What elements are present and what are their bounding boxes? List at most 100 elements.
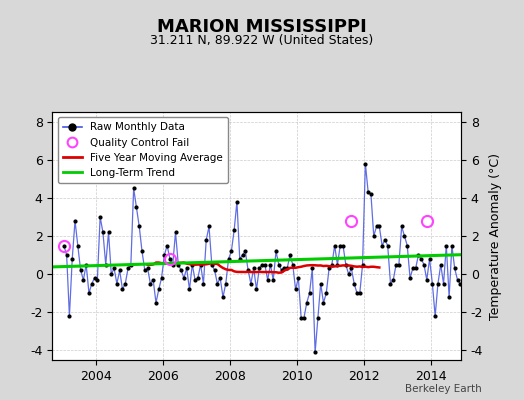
Point	[258, 262, 266, 268]
Point	[68, 256, 77, 262]
Point	[386, 280, 395, 287]
Point	[196, 262, 205, 268]
Point	[305, 290, 314, 296]
Point	[230, 227, 238, 234]
Point	[308, 265, 316, 272]
Point	[275, 262, 283, 268]
Point	[373, 223, 381, 230]
Point	[163, 242, 171, 249]
Point	[107, 271, 115, 277]
Point	[331, 242, 339, 249]
Point	[333, 262, 342, 268]
Point	[339, 242, 347, 249]
Point	[233, 198, 241, 205]
Point	[191, 277, 199, 283]
Point	[65, 313, 73, 319]
Point	[244, 267, 253, 274]
Point	[422, 277, 431, 283]
Point	[367, 191, 375, 197]
Point	[411, 265, 420, 272]
Point	[208, 262, 216, 268]
Point	[205, 223, 213, 230]
Point	[99, 229, 107, 235]
Point	[138, 248, 146, 254]
Point	[79, 277, 88, 283]
Point	[447, 242, 456, 249]
Point	[169, 262, 177, 268]
Point	[400, 233, 409, 239]
Point	[300, 315, 308, 321]
Point	[445, 294, 453, 300]
Point	[456, 280, 464, 287]
Point	[266, 262, 275, 268]
Point	[392, 262, 400, 268]
Point	[255, 265, 264, 272]
Point	[389, 277, 398, 283]
Point	[177, 267, 185, 274]
Point	[414, 252, 422, 258]
Point	[384, 242, 392, 249]
Point	[224, 256, 233, 262]
Point	[211, 267, 219, 274]
Point	[434, 280, 442, 287]
Point	[227, 248, 236, 254]
Point	[353, 290, 361, 296]
Point	[369, 233, 378, 239]
Point	[409, 265, 417, 272]
Text: Berkeley Earth: Berkeley Earth	[406, 384, 482, 394]
Point	[439, 280, 447, 287]
Point	[241, 248, 249, 254]
Point	[166, 256, 174, 262]
Point	[144, 265, 152, 272]
Point	[272, 248, 280, 254]
Point	[219, 294, 227, 300]
Point	[88, 280, 96, 287]
Point	[283, 265, 291, 272]
Point	[185, 286, 194, 293]
Point	[314, 315, 322, 321]
Point	[289, 262, 297, 268]
Point	[118, 286, 127, 293]
Point	[328, 262, 336, 268]
Point	[322, 290, 331, 296]
Text: MARION MISSISSIPPI: MARION MISSISSIPPI	[157, 18, 367, 36]
Point	[398, 223, 406, 230]
Y-axis label: Temperature Anomaly (°C): Temperature Anomaly (°C)	[489, 152, 502, 320]
Legend: Raw Monthly Data, Quality Control Fail, Five Year Moving Average, Long-Term Tren: Raw Monthly Data, Quality Control Fail, …	[58, 117, 228, 183]
Point	[425, 256, 434, 262]
Point	[264, 277, 272, 283]
Point	[249, 265, 258, 272]
Point	[236, 256, 244, 262]
Point	[140, 267, 149, 274]
Point	[238, 252, 247, 258]
Point	[260, 262, 269, 268]
Point	[110, 265, 118, 272]
Point	[252, 286, 260, 293]
Point	[420, 262, 428, 268]
Text: 31.211 N, 89.922 W (United States): 31.211 N, 89.922 W (United States)	[150, 34, 374, 47]
Point	[356, 290, 364, 296]
Point	[216, 275, 224, 281]
Point	[302, 300, 311, 306]
Point	[115, 267, 124, 274]
Point	[102, 262, 110, 268]
Point	[146, 280, 155, 287]
Point	[180, 275, 188, 281]
Point	[157, 275, 166, 281]
Point	[85, 290, 93, 296]
Point	[247, 280, 255, 287]
Point	[124, 265, 132, 272]
Point	[269, 277, 277, 283]
Point	[202, 237, 211, 243]
Point	[347, 265, 356, 272]
Point	[417, 256, 425, 262]
Point	[62, 252, 71, 258]
Point	[129, 185, 138, 192]
Point	[403, 242, 411, 249]
Point	[222, 280, 230, 287]
Point	[113, 280, 121, 287]
Point	[436, 262, 445, 268]
Point	[160, 252, 169, 258]
Point	[395, 262, 403, 268]
Point	[375, 223, 384, 230]
